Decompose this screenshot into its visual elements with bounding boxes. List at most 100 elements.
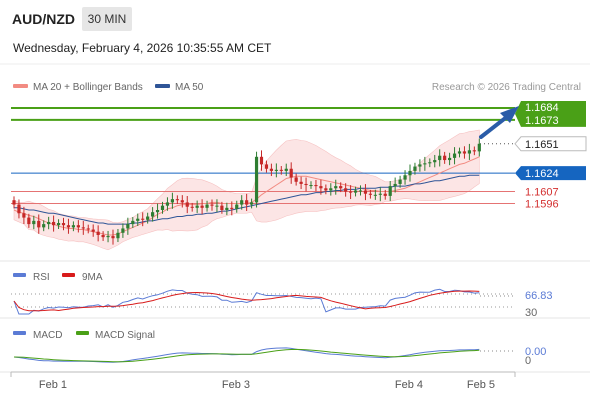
candle-body <box>383 193 387 196</box>
candle-body <box>353 190 358 193</box>
rsi-ma-legend-swatch <box>62 273 75 277</box>
candle-body <box>42 224 46 228</box>
candle <box>210 199 214 211</box>
candle <box>136 213 140 226</box>
ma50-legend-label: MA 50 <box>175 82 204 93</box>
candle-body <box>66 225 71 228</box>
candle-body <box>467 150 471 154</box>
candle <box>52 215 56 232</box>
candle-body <box>413 166 417 171</box>
candle-body <box>289 168 293 178</box>
candle <box>101 231 105 241</box>
ma20-legend-swatch <box>13 84 28 88</box>
forecast-arrow-shaft <box>479 114 510 139</box>
candle-body <box>185 202 189 207</box>
candle <box>131 217 135 228</box>
candle <box>185 195 189 214</box>
candle-body <box>101 234 105 238</box>
candle-body <box>319 186 323 189</box>
candle <box>17 199 21 219</box>
candle-body <box>284 168 288 171</box>
candle-body <box>339 186 343 189</box>
candle-body <box>210 204 214 206</box>
candle <box>448 152 452 166</box>
candle <box>428 158 432 168</box>
pivot-label-tag <box>515 166 586 181</box>
candle <box>111 229 115 245</box>
macd-legend-label: MACD <box>33 330 62 341</box>
candle-body <box>141 218 145 220</box>
candle <box>22 206 26 225</box>
candle <box>289 162 293 184</box>
timeframe-badge[interactable]: 30 MIN <box>82 7 132 31</box>
candle <box>423 156 427 171</box>
candle <box>170 192 174 209</box>
resistance-label: 1.1684 <box>525 102 559 114</box>
candle <box>225 202 229 216</box>
candle-body <box>175 199 179 201</box>
rsi-line <box>13 288 480 315</box>
candle-body <box>12 200 16 205</box>
candle <box>472 146 476 156</box>
candle <box>116 229 120 243</box>
last-price-tag <box>514 136 587 152</box>
symbol-title: AUD/NZD <box>12 11 75 27</box>
candle-body <box>91 229 95 232</box>
rsi-30-label: 30 <box>525 307 537 319</box>
candle-body <box>363 190 368 194</box>
candle-body <box>477 143 481 152</box>
candle-body <box>180 200 184 203</box>
candle <box>457 147 462 158</box>
candle <box>403 170 407 185</box>
x-tick-label: Feb 3 <box>222 379 250 391</box>
candle <box>71 221 75 232</box>
candle <box>274 163 278 178</box>
rsi-panel: RSI 9MA 66.83 30 <box>11 272 553 319</box>
rsi-legend-swatch <box>13 273 26 277</box>
candle-body <box>121 228 125 233</box>
candle-body <box>398 179 402 184</box>
support-label: 1.1596 <box>525 198 559 210</box>
candle-body <box>259 156 264 165</box>
candle-body <box>254 156 259 203</box>
candle <box>378 187 382 202</box>
candle-body <box>200 205 204 208</box>
candle-body <box>76 225 80 228</box>
candle <box>12 196 16 209</box>
candle <box>452 147 457 165</box>
candle-body <box>160 205 165 210</box>
candle-body <box>443 155 447 161</box>
candle <box>408 164 412 182</box>
candle-body <box>37 220 41 228</box>
candle <box>37 214 41 234</box>
candle-body <box>116 232 120 239</box>
candle <box>42 220 46 232</box>
candle-body <box>408 170 412 176</box>
candle <box>433 154 437 168</box>
candle <box>190 202 194 212</box>
bollinger-band <box>13 129 480 251</box>
candle <box>279 166 283 175</box>
resistance-label-tag <box>515 100 586 127</box>
candle <box>121 223 125 238</box>
candle <box>126 217 130 235</box>
candle <box>180 195 184 208</box>
candle-body <box>462 151 467 154</box>
candle <box>245 193 249 211</box>
candle <box>86 224 90 234</box>
pivot-label: 1.1624 <box>525 168 559 180</box>
candle-body <box>368 193 372 195</box>
candle <box>240 195 244 210</box>
candle-body <box>155 210 160 213</box>
candle <box>220 201 224 214</box>
macd-signal-legend-swatch <box>76 331 89 335</box>
ma50-legend-swatch <box>155 84 170 88</box>
candle <box>205 200 209 212</box>
candle <box>358 185 363 196</box>
macd-panel: MACD MACD Signal 0.00 0 <box>13 330 546 367</box>
candle-body <box>230 207 234 209</box>
candle <box>368 189 372 199</box>
candle-body <box>274 169 278 171</box>
candle-body <box>27 217 31 225</box>
candle-body <box>358 190 363 192</box>
